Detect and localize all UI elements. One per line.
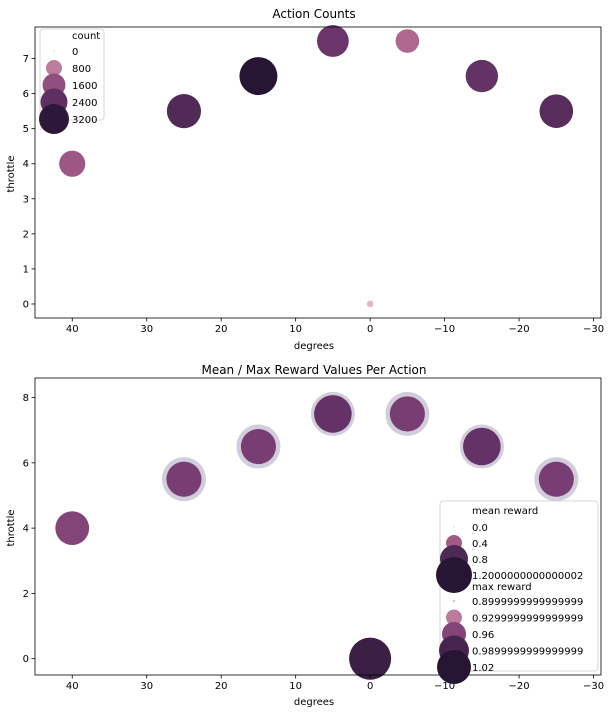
chart2-mean-reward-point: [349, 637, 392, 680]
chart2-mean-reward-point: [314, 395, 352, 433]
chart2-legend-title-mean: mean reward: [472, 506, 538, 517]
chart1-x-tick-label: 20: [215, 324, 228, 335]
chart2-marks: [55, 391, 579, 680]
chart1-axes: 40 30 20 10 0 −10 −20 −30 0 1 2 3 4 5 6 7: [23, 26, 604, 335]
chart1-point: [366, 300, 374, 308]
chart1-legend-label: 3200: [72, 115, 97, 126]
chart2-x-tick-label: −30: [583, 681, 604, 692]
chart1-y-tick-label: 3: [23, 194, 29, 205]
chart1-marks: [59, 25, 574, 308]
chart1-point: [317, 25, 349, 57]
chart1-x-tick-label: −20: [509, 324, 530, 335]
chart2-y-tick-label: 4: [23, 524, 29, 535]
chart1-x-tick-label: 0: [367, 324, 373, 335]
chart2-mean-reward-point: [166, 461, 202, 497]
chart1-plot-frame: [34, 26, 602, 319]
chart1-title: Action Counts: [272, 7, 355, 21]
chart1-point: [395, 29, 420, 53]
chart2-legend-label-max: 0.9899999999999999: [472, 647, 583, 658]
chart1-point: [59, 150, 86, 177]
chart2-legend-label-mean: 0.0: [472, 523, 488, 534]
chart2-legend-label-max: 0.96: [472, 630, 494, 641]
chart1-point: [465, 59, 499, 93]
chart2-legend-title-max: max reward: [472, 582, 532, 593]
chart2-x-tick-label: 0: [367, 681, 373, 692]
chart2-y-tick-label: 2: [23, 589, 29, 600]
chart1-y-axis-title: throttle: [6, 155, 17, 192]
chart1-y-tick-label: 7: [23, 54, 29, 65]
chart1-legend-marker: [53, 50, 55, 52]
chart1-legend-label: 2400: [72, 98, 97, 109]
chart2-legend-label-mean: 1.2000000000000002: [472, 571, 583, 582]
chart2-legend-label-max: 0.8999999999999999: [472, 597, 583, 608]
chart-reward-values: Mean / Max Reward Values Per Action 40 30…: [6, 363, 604, 708]
chart2-legend-label-mean: 0.4: [472, 539, 488, 550]
chart1-point: [539, 94, 574, 128]
chart1-legend-title: count: [72, 31, 100, 42]
chart2-x-axis-title: degrees: [294, 697, 334, 708]
chart2-mean-reward-point: [463, 427, 501, 466]
chart2-y-tick-label: 8: [23, 393, 29, 404]
chart2-mean-reward-point: [389, 396, 425, 432]
chart2-title: Mean / Max Reward Values Per Action: [201, 363, 426, 377]
chart2-legend-label-max: 1.02: [472, 663, 494, 674]
chart2-mean-reward-point: [55, 511, 90, 546]
chart1-legend-marker: [39, 104, 69, 134]
chart2-legend-marker-max: [446, 609, 462, 626]
chart2-x-tick-label: 40: [66, 681, 79, 692]
chart1-x-tick-label: 30: [140, 324, 153, 335]
chart1-legend: count 0 800 1600 2400 3200: [39, 28, 105, 134]
chart2-y-tick-label: 6: [23, 458, 29, 469]
chart2-y-axis-title: throttle: [6, 509, 17, 546]
chart-action-counts: Action Counts 40 30 20 10 0 −10 −20 −30 0 1 2 3 4 5 6 7…: [6, 7, 604, 352]
chart1-y-tick-label: 4: [23, 159, 29, 170]
chart1-y-tick-label: 0: [23, 299, 29, 310]
chart2-legend-marker-max: [452, 599, 456, 603]
chart2-axes: 40 30 20 10 0 −10 −20 −30 0 2 4 6 8: [23, 377, 604, 692]
chart2-x-tick-label: 10: [289, 681, 302, 692]
chart2-y-tick-label: 0: [23, 654, 29, 665]
chart2-mean-reward-point: [538, 461, 574, 497]
chart2-x-tick-label: 20: [215, 681, 228, 692]
chart1-y-tick-label: 6: [23, 89, 29, 100]
chart2-x-tick-label: 30: [140, 681, 153, 692]
chart1-point: [166, 94, 202, 129]
chart2-legend-label-max: 0.9299999999999999: [472, 614, 583, 625]
chart1-legend-label: 800: [72, 64, 91, 75]
chart2-x-tick-label: −20: [509, 681, 530, 692]
chart2-legend-label-mean: 0.8: [472, 555, 488, 566]
chart2-legend-marker-max: [437, 650, 471, 684]
chart1-y-tick-label: 1: [23, 264, 29, 275]
chart1-legend-label: 0: [72, 47, 78, 58]
chart1-x-axis-title: degrees: [294, 341, 334, 352]
chart1-legend-label: 1600: [72, 81, 97, 92]
chart1-y-tick-label: 2: [23, 229, 29, 240]
chart1-point: [239, 57, 278, 96]
chart1-legend-marker: [46, 60, 62, 76]
chart2-legend-marker-mean: [436, 557, 472, 593]
chart1-x-tick-label: −10: [434, 324, 455, 335]
chart2-legend-marker-mean: [453, 526, 455, 528]
chart1-y-tick-label: 5: [23, 124, 29, 135]
chart1-x-tick-label: 10: [289, 324, 302, 335]
chart2-mean-reward-point: [240, 428, 276, 465]
chart1-x-tick-label: 40: [66, 324, 79, 335]
chart1-x-tick-label: −30: [583, 324, 604, 335]
chart2-plot-frame: [34, 377, 602, 676]
chart2-legend: mean reward 0.0 0.4 0.8 1.2000000000000002ma…: [436, 500, 599, 684]
chart2-x-tick-label: −10: [434, 681, 455, 692]
